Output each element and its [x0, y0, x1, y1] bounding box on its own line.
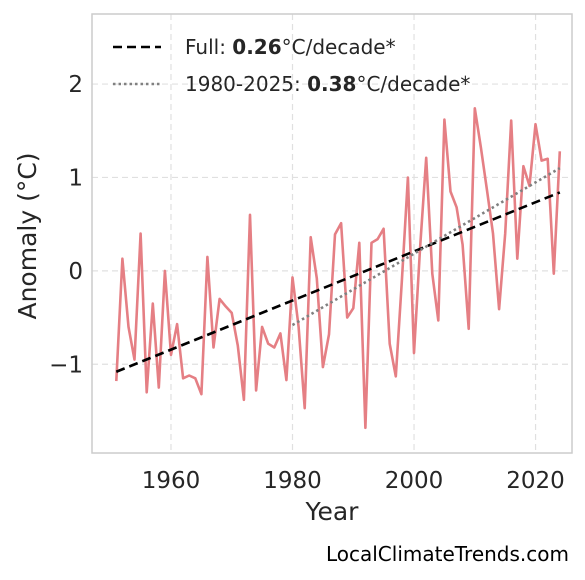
y-tick-label: −1 — [49, 352, 83, 378]
x-tick-label: 1980 — [263, 468, 322, 494]
x-tick-label: 1960 — [142, 468, 201, 494]
anomaly-series-line — [115, 107, 562, 430]
y-tick-labels: −1 0 1 2 — [49, 72, 83, 378]
legend-entry: Full: 0.26°C/decade* — [185, 35, 396, 59]
x-tick-label: 2020 — [506, 468, 565, 494]
legend-trend-value: 0.26 — [232, 35, 281, 59]
legend-entry: 1980-2025: 0.38°C/decade* — [185, 72, 470, 96]
trend-line-dashed — [115, 191, 561, 373]
y-axis-title: Anomaly (°C) — [13, 152, 42, 319]
legend-trend-value: 0.38 — [307, 72, 356, 96]
y-tick-label: 0 — [68, 259, 83, 285]
trend-lines — [115, 166, 561, 373]
y-tick-label: 2 — [68, 72, 83, 98]
legend-label-prefix: 1980-2025: — [185, 72, 307, 96]
x-tick-label: 2000 — [385, 468, 444, 494]
legend-label-suffix: °C/decade* — [282, 35, 396, 59]
plot-frame — [91, 13, 573, 454]
grid-lines — [92, 14, 572, 453]
legend: Full: 0.26°C/decade*1980-2025: 0.38°C/de… — [113, 35, 470, 96]
legend-label-prefix: Full: — [185, 35, 232, 59]
y-tick-label: 1 — [68, 165, 83, 191]
x-tick-labels: 1960 1980 2000 2020 — [142, 468, 565, 494]
trend-line-dotted — [291, 166, 561, 327]
legend-label-suffix: °C/decade* — [356, 72, 470, 96]
x-axis-title: Year — [305, 497, 360, 526]
series-layer — [115, 107, 562, 430]
watermark-text: LocalClimateTrends.com — [326, 542, 569, 566]
